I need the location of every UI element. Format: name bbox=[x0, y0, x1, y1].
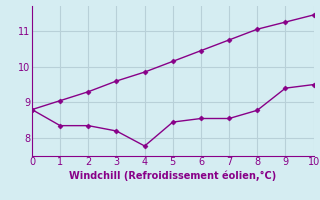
X-axis label: Windchill (Refroidissement éolien,°C): Windchill (Refroidissement éolien,°C) bbox=[69, 170, 276, 181]
